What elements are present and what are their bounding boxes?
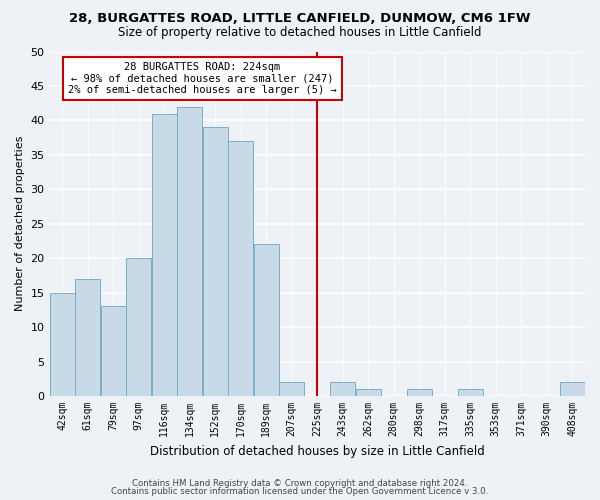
Text: 28, BURGATTES ROAD, LITTLE CANFIELD, DUNMOW, CM6 1FW: 28, BURGATTES ROAD, LITTLE CANFIELD, DUN… <box>69 12 531 26</box>
Y-axis label: Number of detached properties: Number of detached properties <box>15 136 25 312</box>
Bar <box>178 106 202 396</box>
Text: Contains HM Land Registry data © Crown copyright and database right 2024.: Contains HM Land Registry data © Crown c… <box>132 478 468 488</box>
Bar <box>152 114 176 396</box>
Bar <box>280 382 304 396</box>
Bar <box>458 389 482 396</box>
Text: 28 BURGATTES ROAD: 224sqm
← 98% of detached houses are smaller (247)
2% of semi-: 28 BURGATTES ROAD: 224sqm ← 98% of detac… <box>68 62 337 95</box>
Bar <box>50 292 74 396</box>
Bar <box>356 389 380 396</box>
Text: Size of property relative to detached houses in Little Canfield: Size of property relative to detached ho… <box>118 26 482 39</box>
Bar <box>560 382 584 396</box>
Bar <box>76 279 100 396</box>
Bar <box>127 258 151 396</box>
X-axis label: Distribution of detached houses by size in Little Canfield: Distribution of detached houses by size … <box>150 444 485 458</box>
Bar <box>203 128 227 396</box>
Bar <box>407 389 431 396</box>
Bar <box>254 244 278 396</box>
Text: Contains public sector information licensed under the Open Government Licence v : Contains public sector information licen… <box>112 487 488 496</box>
Bar <box>229 141 253 396</box>
Bar <box>101 306 125 396</box>
Bar <box>331 382 355 396</box>
